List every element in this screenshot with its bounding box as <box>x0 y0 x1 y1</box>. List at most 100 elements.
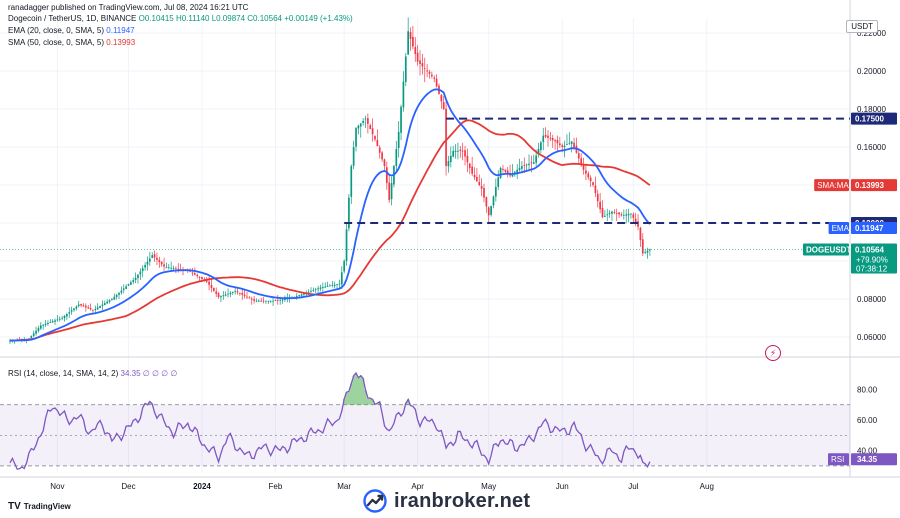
candle-up <box>566 144 568 145</box>
rsi-overbought-fill <box>143 373 410 405</box>
candle-up <box>51 321 54 323</box>
tradingview-logo[interactable]: TV TradingView <box>8 501 71 512</box>
candle-down <box>504 169 507 172</box>
candle-up <box>127 284 130 286</box>
candle-down <box>634 218 637 223</box>
watermark: iranbroker.net <box>362 488 530 514</box>
level-tag-upper-box <box>851 112 897 125</box>
candle-up <box>649 249 651 251</box>
candle-up <box>350 166 353 197</box>
candle-down <box>276 300 279 302</box>
price-tick-label: 0.06000 <box>857 333 886 342</box>
candle-up <box>300 294 303 296</box>
candle-up <box>314 289 317 291</box>
candle-up <box>525 164 528 166</box>
candle-down <box>371 128 374 135</box>
candle-down <box>592 182 594 185</box>
ohlc-values: O0.10415 H0.11140 L0.09874 C0.10564 +0.0… <box>138 14 353 23</box>
candle-down <box>556 140 559 144</box>
candle-up <box>118 292 120 295</box>
candle-up <box>622 214 625 216</box>
rsi-series-label: RSI <box>831 455 844 464</box>
ema-tag-box <box>851 221 897 234</box>
tradingview-logo-text: TradingView <box>23 502 71 511</box>
candle-down <box>241 292 244 295</box>
candle-down <box>381 152 383 160</box>
sma-tag-box <box>851 179 897 192</box>
candle-down <box>177 268 180 270</box>
candle-down <box>262 300 265 302</box>
candle-up <box>115 294 118 297</box>
candle-down <box>383 159 386 167</box>
ema-legend-name: EMA (20, close, 0, SMA, 5) <box>8 26 105 35</box>
candle-up <box>343 260 346 272</box>
candle-up <box>630 213 632 215</box>
candle-up <box>54 320 56 322</box>
candle-up <box>146 261 149 265</box>
time-tick-label: Feb <box>269 482 283 491</box>
candle-up <box>96 307 99 310</box>
ema-line <box>10 88 651 342</box>
candle-down <box>156 257 158 260</box>
ema-series-label-box <box>828 221 849 234</box>
candle-up <box>68 312 71 314</box>
candle-up <box>272 300 274 302</box>
candle-up <box>101 304 104 306</box>
candle-up <box>165 266 168 268</box>
candle-up <box>340 272 343 285</box>
candle-down <box>160 261 163 265</box>
candle-down <box>378 147 381 153</box>
candle-up <box>227 293 229 295</box>
sma-series-label-box <box>814 179 849 192</box>
candle-down <box>618 212 620 215</box>
price-badge-change: +79.90% <box>856 256 888 265</box>
candle-down <box>369 125 372 130</box>
candle-up <box>70 310 73 312</box>
candle-down <box>544 134 547 137</box>
candle-down <box>641 239 644 254</box>
candle-up <box>457 150 459 152</box>
candle-up <box>170 267 173 269</box>
candle-down <box>466 155 469 163</box>
time-tick-label: May <box>481 482 496 491</box>
candle-up <box>407 31 410 55</box>
candle-up <box>404 56 407 83</box>
candle-down <box>549 138 552 140</box>
candle-up <box>75 306 78 309</box>
candle-down <box>274 300 277 302</box>
watermark-logo-icon <box>363 489 387 513</box>
candle-up <box>511 173 514 177</box>
candle-down <box>587 173 590 178</box>
candle-up <box>307 291 310 293</box>
candle-down <box>243 294 246 297</box>
candle-down <box>440 95 443 102</box>
rsi-tag: 34.35 <box>857 455 878 464</box>
candle-down <box>423 68 426 70</box>
candle-down <box>468 163 471 168</box>
candle-up <box>329 285 331 287</box>
candle-up <box>56 319 59 321</box>
candle-down <box>194 273 196 275</box>
time-tick-label: Nov <box>50 482 64 491</box>
price-badge-countdown: 07:38:12 <box>856 265 888 274</box>
candle-up <box>516 169 519 173</box>
rsi-legend-extra: 34.35 ∅ ∅ ∅ ∅ <box>120 369 178 378</box>
candle-up <box>267 300 270 302</box>
candle-down <box>158 259 161 263</box>
level-tag-upper: 0.17500 <box>855 115 884 124</box>
time-tick-label: Dec <box>121 482 135 491</box>
lightning-icon[interactable]: ⚡ <box>765 345 781 361</box>
candle-up <box>231 292 234 293</box>
candle-up <box>61 317 63 319</box>
candle-down <box>523 165 526 166</box>
candle-down <box>191 272 194 274</box>
candle-up <box>317 288 319 290</box>
candle-up <box>122 288 125 290</box>
candle-up <box>345 229 348 262</box>
candle-down <box>82 305 85 307</box>
candle-up <box>167 267 170 269</box>
sma-legend-value: 0.13993 <box>106 38 136 47</box>
currency-unit-button[interactable]: USDT <box>846 20 878 33</box>
candle-down <box>547 135 549 138</box>
